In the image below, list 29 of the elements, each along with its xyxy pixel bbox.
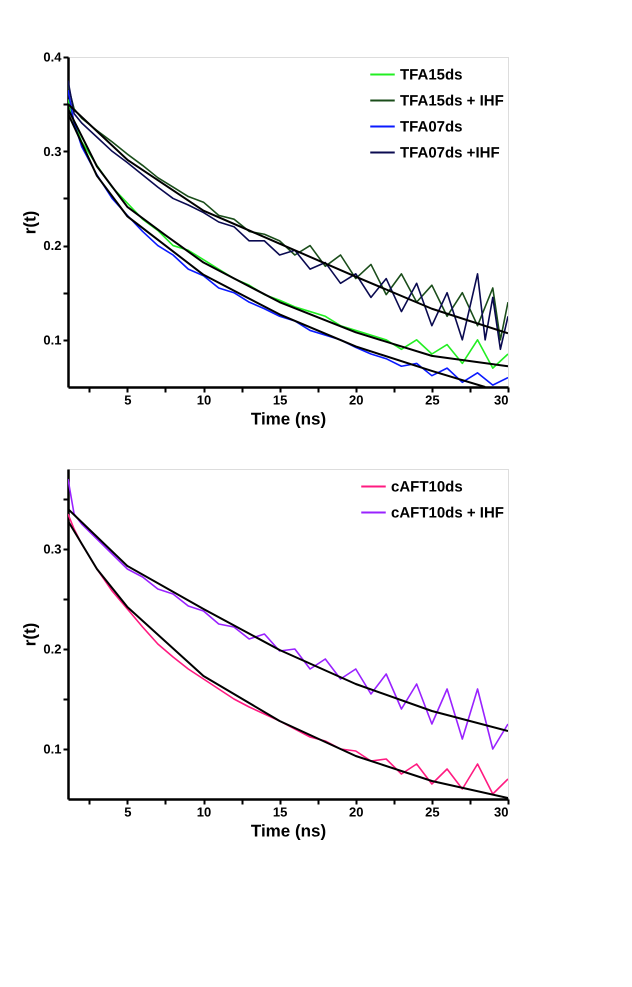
x-tick-label: 25 — [425, 392, 440, 408]
x-tick-label: 10 — [196, 804, 212, 820]
legend-label: cAFT10ds — [391, 478, 463, 496]
x-axis-title: Time (ns) — [250, 410, 326, 428]
y-tick-label: 0.3 — [43, 542, 62, 556]
y-axis-title: r(t) — [20, 210, 40, 234]
x-tick-label: 10 — [196, 392, 212, 408]
x-tick-label: 30 — [494, 804, 508, 820]
x-tick-label: 5 — [124, 392, 132, 408]
y-tick-label: 0.1 — [43, 742, 62, 756]
y-tick-label: 0.2 — [43, 238, 62, 254]
legend-label: TFA07ds +IHF — [400, 144, 500, 162]
y-tick-label: 0.3 — [43, 144, 62, 159]
legend-label: cAFT10ds + IHF — [391, 504, 504, 522]
y-tick-label: 0.2 — [43, 642, 62, 656]
x-tick-label: 15 — [272, 392, 288, 408]
legend-label: TFA07ds — [400, 118, 463, 136]
y-tick-label: 0.1 — [43, 332, 62, 348]
x-tick-label: 15 — [272, 804, 288, 820]
x-tick-label: 20 — [349, 804, 364, 820]
legend-label: TFA15ds + IHF — [400, 92, 504, 110]
x-tick-label: 20 — [349, 392, 364, 408]
x-tick-label: 5 — [124, 804, 132, 820]
y-axis-title: r(t) — [20, 622, 40, 646]
legend-label: TFA15ds — [400, 66, 463, 84]
y-tick-label: 0.4 — [43, 50, 62, 64]
x-axis-title: Time (ns) — [250, 822, 326, 840]
x-tick-label: 30 — [494, 392, 508, 408]
x-tick-label: 25 — [425, 804, 440, 820]
